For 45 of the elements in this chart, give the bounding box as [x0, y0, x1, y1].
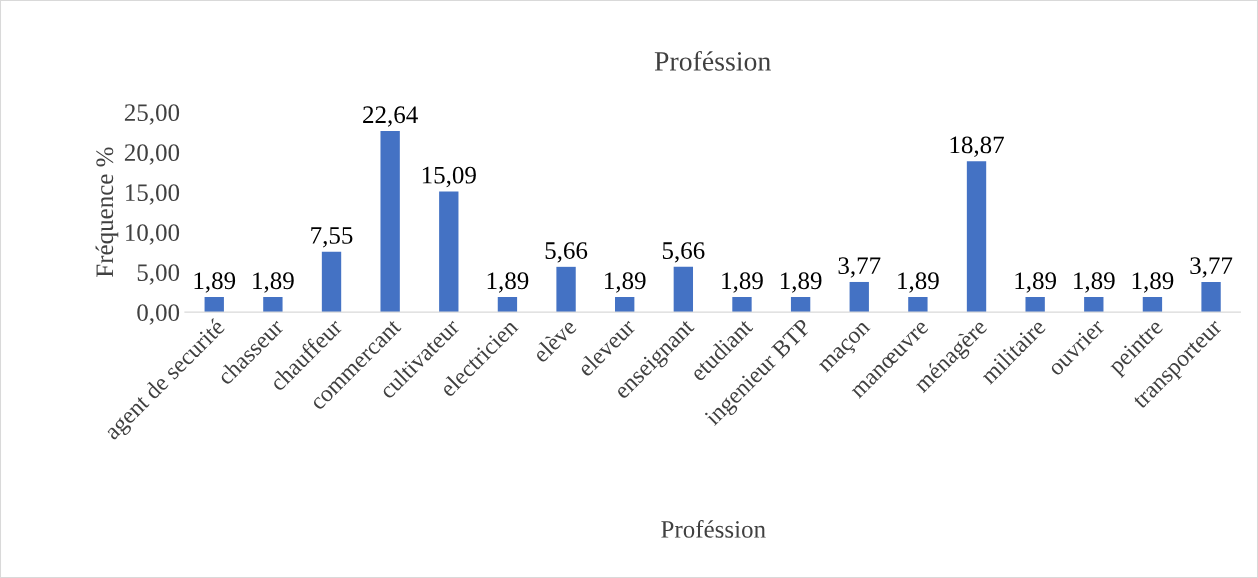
- data-label: 18,87: [950, 136, 1004, 157]
- data-label: 1,89: [780, 272, 822, 293]
- data-label: 5,66: [662, 242, 705, 263]
- data-label: 22,64: [363, 106, 418, 127]
- bar: [908, 297, 928, 313]
- bar: [1025, 297, 1045, 313]
- data-label: 1,89: [605, 272, 646, 293]
- bar: [732, 297, 752, 313]
- data-label: 1,89: [194, 272, 236, 293]
- bar: [204, 297, 224, 313]
- bar: [263, 297, 283, 313]
- data-label: 1,89: [898, 272, 939, 293]
- bar: [849, 281, 869, 313]
- data-label: 1,89: [487, 272, 529, 293]
- data-label: 1,89: [1015, 272, 1057, 293]
- bar: [1201, 281, 1221, 313]
- bar: [1142, 297, 1163, 313]
- bar: [615, 297, 635, 313]
- bar: [966, 161, 987, 313]
- bar: [673, 266, 694, 313]
- data-label: 3,77: [838, 257, 881, 278]
- bar: [1084, 297, 1104, 313]
- data-label: 1,89: [253, 272, 294, 293]
- data-label: 15,09: [422, 166, 476, 188]
- bar: [790, 297, 811, 313]
- x-axis-title: Proféssion: [661, 519, 766, 538]
- data-label: 1,89: [1132, 272, 1174, 293]
- data-label: 5,66: [545, 242, 588, 263]
- bar: [321, 251, 342, 313]
- y-tick-label: 15,00: [126, 184, 180, 205]
- y-tick-label: 25,00: [124, 104, 180, 125]
- x-tick-label: elève: [531, 317, 578, 364]
- y-tick-label: 5,00: [137, 264, 180, 285]
- bar: [497, 297, 518, 313]
- data-label: 1,89: [722, 272, 763, 293]
- data-label: 1,89: [1074, 272, 1115, 293]
- y-tick-label: 20,00: [124, 144, 180, 165]
- data-label: 3,77: [1190, 257, 1233, 278]
- bar: [556, 266, 576, 313]
- y-tick-label: 10,00: [126, 224, 180, 245]
- y-axis-title: Fréquence %: [95, 147, 119, 277]
- chart-title: Proféssion: [654, 50, 771, 71]
- bar: [439, 191, 459, 313]
- bar: [380, 131, 400, 313]
- data-label: 7,55: [311, 227, 353, 248]
